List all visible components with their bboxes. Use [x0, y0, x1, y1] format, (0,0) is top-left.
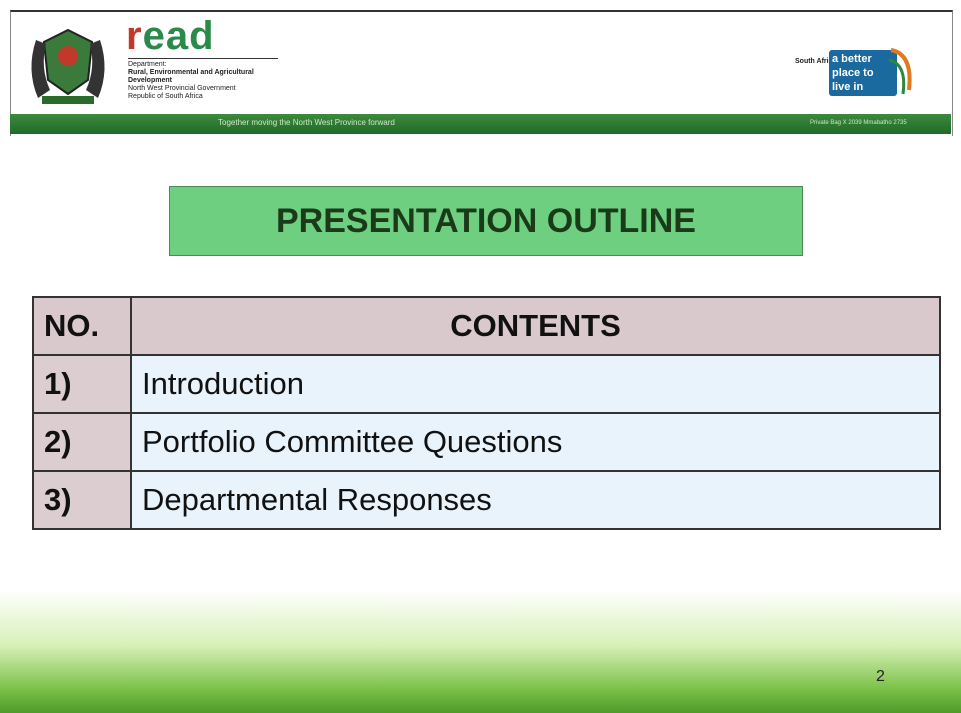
badge-slogan: a better place to live in: [829, 50, 897, 96]
government: North West Provincial Government: [128, 85, 236, 92]
badge-graphic: [888, 48, 912, 95]
row: 1) Introduction: [32, 354, 941, 414]
grass-footer: [0, 590, 961, 713]
row-content: Departmental Responses: [130, 470, 941, 530]
page-number: 2: [876, 668, 885, 685]
row: 3) Departmental Responses: [32, 470, 941, 530]
department-label: Department:: [128, 61, 167, 68]
outline-table: NO. CONTENTS 1) Introduction 2) Portfolio C…: [32, 296, 941, 530]
department-name: Rural, Environmental and Agricultural De…: [128, 69, 254, 84]
row-number: 2): [32, 412, 132, 472]
header-row: NO. CONTENTS: [32, 296, 941, 356]
badge: South Africa a better place to live in: [795, 40, 915, 98]
row: 2) Portfolio Committee Questions: [32, 412, 941, 472]
column-header: CONTENTS: [130, 296, 941, 356]
slide-title: PRESENTATION OUTLINE: [169, 186, 803, 256]
badge-country: South Africa: [795, 58, 837, 65]
crest: [31, 28, 105, 104]
row-number: 1): [32, 354, 132, 414]
tagline: Together moving the North West Province …: [218, 118, 395, 127]
department-block: Department: Rural, Environmental and Agr…: [128, 58, 278, 101]
country: Republic of South Africa: [128, 93, 203, 100]
row-content: Portfolio Committee Questions: [130, 412, 941, 472]
header-frame: [10, 10, 953, 136]
column-header: NO.: [32, 296, 132, 356]
row-content: Introduction: [130, 354, 941, 414]
address: Private Bag X 2039 Mmabatho 2735: [810, 120, 907, 126]
logo: read: [126, 14, 215, 58]
header-band: [10, 114, 951, 134]
row-number: 3): [32, 470, 132, 530]
